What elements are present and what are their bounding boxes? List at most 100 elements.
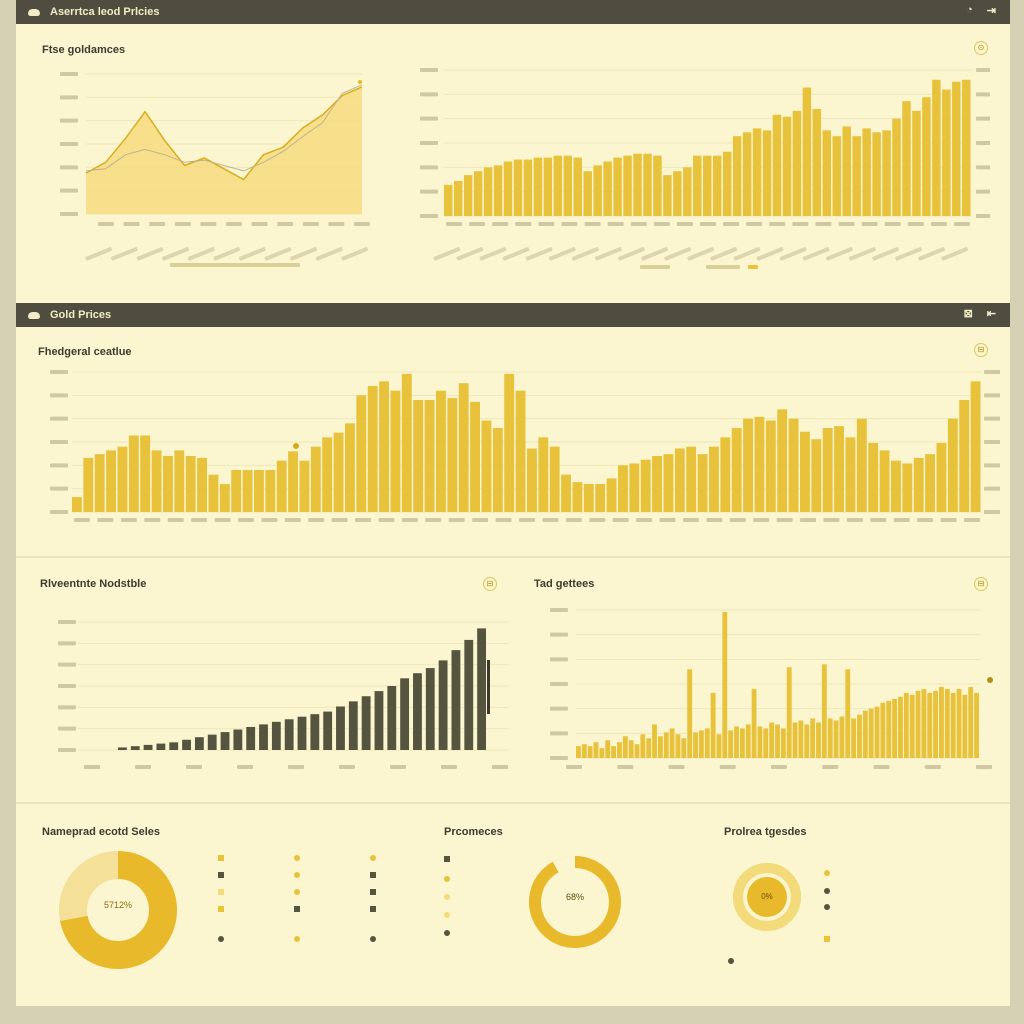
bar: [663, 175, 672, 216]
x-tick-label: [200, 222, 217, 226]
y-tick-label: [50, 486, 68, 491]
legend-dot: [294, 936, 300, 942]
bar: [599, 748, 605, 758]
y-tick-label: [550, 657, 568, 662]
x-tick-label: [976, 765, 992, 769]
bar: [390, 390, 401, 512]
bar: [156, 743, 166, 750]
bar: [151, 450, 162, 512]
donut-slice: [59, 851, 119, 922]
bar: [83, 457, 94, 512]
bar: [606, 478, 617, 512]
x-tick-label: [469, 222, 486, 226]
legend-swatch: [824, 936, 830, 942]
grid-icon[interactable]: ⊠: [963, 308, 973, 320]
y-tick-label: [420, 141, 438, 145]
clock-icon[interactable]: ◔: [966, 4, 973, 16]
x-tick-label: [284, 518, 301, 522]
bar: [769, 722, 775, 758]
bar: [874, 706, 880, 758]
area-chart: [60, 72, 370, 267]
x-tick-label-rotated: [85, 247, 113, 261]
menu-circle-icon[interactable]: ⊙: [974, 41, 988, 55]
y-tick-label: [976, 92, 990, 97]
y-tick-label: [976, 68, 990, 72]
x-tick-label: [566, 765, 582, 769]
x-tick-label: [441, 765, 457, 769]
x-tick-label: [492, 765, 508, 769]
donut-chart-2: [529, 856, 621, 948]
bar: [683, 167, 692, 216]
bar: [950, 692, 956, 758]
bar: [902, 101, 911, 216]
bar: [712, 155, 722, 216]
x-tick-label: [167, 518, 184, 522]
x-tick-label: [653, 222, 670, 226]
bar: [640, 734, 646, 758]
bar: [734, 726, 739, 758]
y-tick-label: [60, 72, 78, 76]
bar: [593, 165, 602, 216]
bar: [453, 180, 463, 216]
x-tick-label: [746, 222, 763, 226]
menu-circle-icon[interactable]: ⊟: [483, 577, 497, 591]
bar: [675, 734, 681, 758]
bar: [912, 110, 921, 216]
collapse-icon[interactable]: ⇤: [986, 308, 996, 320]
bar: [743, 418, 753, 512]
secondary-line: [85, 84, 363, 172]
bar: [693, 155, 702, 216]
x-tick-label-rotated: [264, 247, 292, 261]
bar: [603, 161, 612, 216]
x-tick-label: [354, 222, 370, 226]
bar: [962, 694, 968, 758]
bar: [786, 667, 792, 758]
bar: [757, 726, 763, 758]
x-tick-label: [495, 518, 512, 522]
bar: [310, 446, 321, 512]
y-tick-label: [60, 212, 78, 216]
bar: [413, 673, 422, 750]
menu-circle-icon[interactable]: ⊟: [974, 577, 988, 591]
x-tick-label: [542, 518, 559, 522]
x-tick-label: [930, 222, 947, 226]
bar: [447, 398, 458, 512]
bar: [483, 167, 493, 216]
bar: [333, 432, 344, 512]
bar: [424, 400, 435, 512]
legend-strip: [170, 263, 300, 267]
donut-chart-3: [733, 863, 801, 931]
bar: [922, 97, 931, 216]
x-tick-label: [584, 222, 601, 226]
x-tick-label: [214, 518, 231, 522]
bar: [882, 130, 891, 216]
x-tick-label: [800, 518, 817, 522]
x-tick-label: [617, 765, 634, 769]
y-tick-label: [976, 214, 990, 218]
x-tick-label: [659, 518, 676, 522]
y-tick-label: [58, 662, 76, 667]
bar: [470, 401, 480, 512]
bar: [276, 460, 287, 512]
bar: [687, 669, 693, 758]
bar: [872, 132, 881, 216]
y-tick-label: [60, 188, 78, 193]
bar: [563, 155, 573, 216]
bar: [271, 721, 281, 750]
x-tick-label-rotated: [779, 247, 807, 261]
bar: [798, 720, 804, 758]
expand-icon[interactable]: ⇥: [986, 5, 996, 17]
x-tick-label-rotated: [456, 247, 484, 261]
bar: [527, 448, 537, 512]
menu-circle-icon[interactable]: ⊟: [974, 343, 988, 357]
y-tick-label: [58, 726, 76, 731]
bar: [143, 744, 153, 750]
x-tick-label: [964, 518, 980, 522]
panel-title-p5: Tad gettees: [534, 578, 595, 590]
bar: [902, 463, 913, 512]
bar: [816, 722, 821, 758]
bar: [804, 724, 810, 758]
x-tick-label: [884, 222, 901, 226]
x-tick-label-rotated: [238, 247, 266, 261]
bar: [879, 450, 890, 512]
